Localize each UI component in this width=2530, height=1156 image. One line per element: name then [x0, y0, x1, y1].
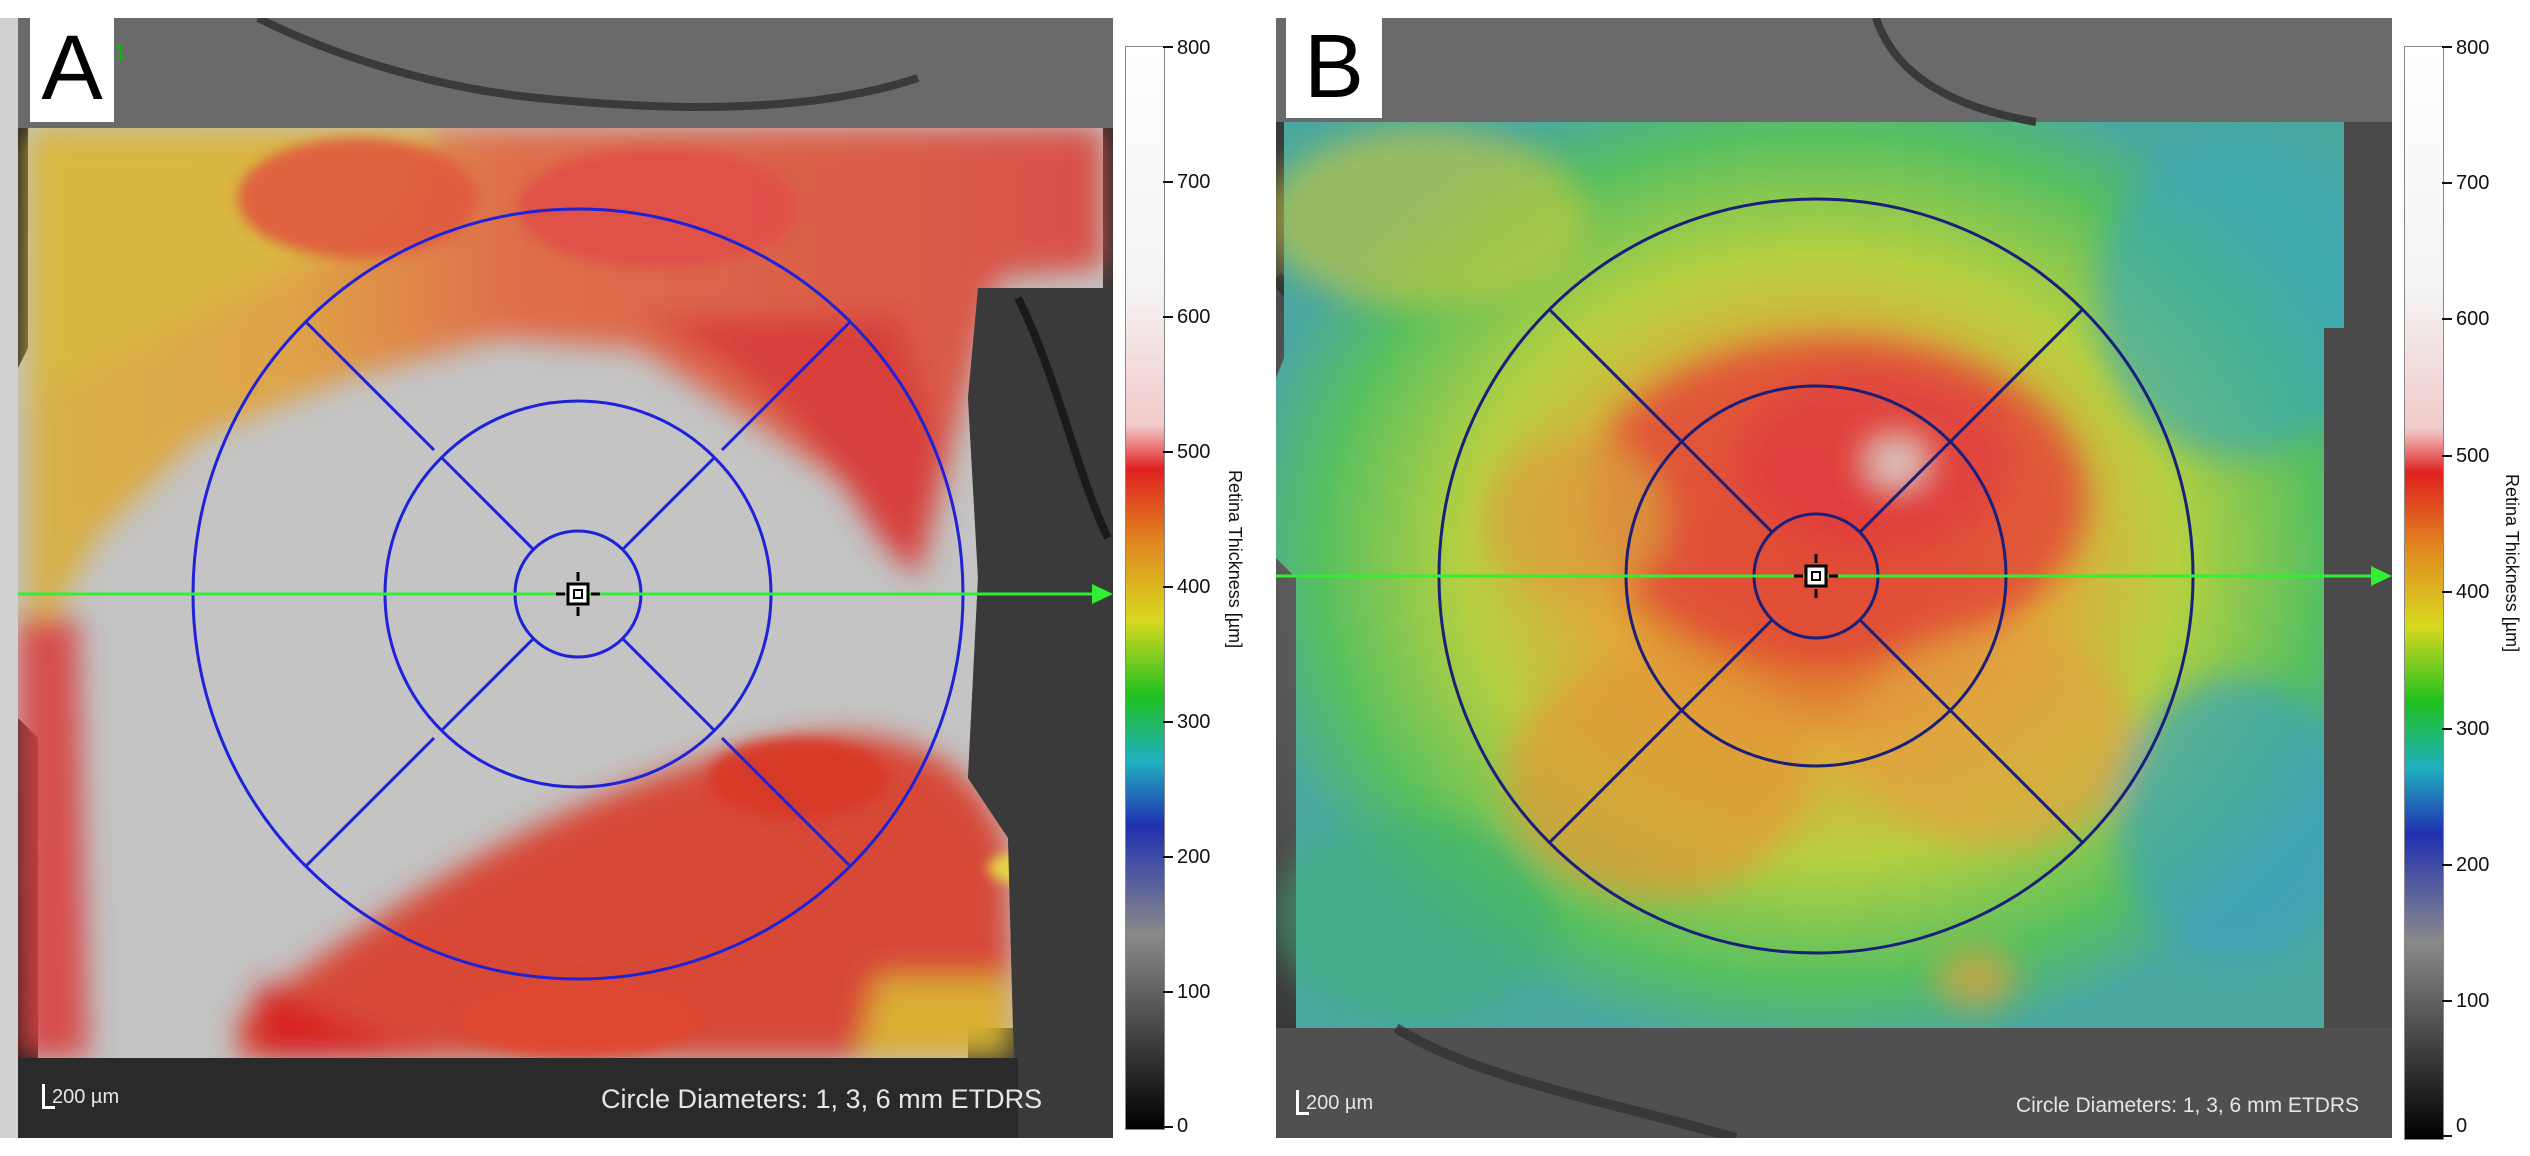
colorbar-title: Retina Thickness [µm] — [1225, 470, 1245, 649]
thickness-colorbar-a: 800 700 600 500 400 300 200 100 0 Retina… — [1113, 18, 1252, 1138]
colorbar-tick-100: 100 — [2456, 990, 2490, 1012]
colorbar-gradient — [1125, 46, 1165, 1130]
thickness-colorbar-b: 800 700 600 500 400 300 200 100 0 Retina… — [2392, 18, 2530, 1140]
colorbar-tick-700: 700 — [1177, 171, 1211, 193]
colorbar-tick-400: 400 — [2456, 581, 2490, 603]
colorbar-gradient — [2404, 46, 2444, 1140]
circle-diameters-caption: Circle Diameters: 1, 3, 6 mm ETDRS — [2016, 1094, 2360, 1117]
colorbar-tick-0: 0 — [2456, 1115, 2468, 1137]
colorbar-tick-500: 500 — [2456, 445, 2490, 467]
scale-corner-icon — [1296, 1090, 1309, 1115]
colorbar-tick-700: 700 — [2456, 172, 2490, 194]
colorbar-tick-300: 300 — [2456, 718, 2490, 740]
thickness-map-b — [1276, 18, 2392, 1138]
scale-corner-icon — [42, 1084, 55, 1109]
colorbar-tick-200: 200 — [2456, 854, 2490, 876]
panel-letter-b: B — [1286, 18, 1382, 118]
marker-label: 1 — [114, 40, 127, 65]
scale-bar-label: 200 µm — [1306, 1092, 1374, 1114]
panel-a: 1 200 µm Circle Diameters: 1, 3, 6 mm ET… — [0, 18, 1252, 1138]
colorbar-tick-800: 800 — [1177, 37, 1211, 59]
colorbar-tick-500: 500 — [1177, 441, 1211, 463]
fundus-image-a: 1 200 µm Circle Diameters: 1, 3, 6 mm ET… — [18, 18, 1113, 1138]
fovea-center-marker-icon — [1794, 554, 1838, 598]
thickness-map-a — [18, 18, 1113, 1138]
colorbar-tick-0: 0 — [1177, 1115, 1189, 1137]
panel-letter-a: A — [30, 18, 114, 122]
fundus-image-b: 200 µm Circle Diameters: 1, 3, 6 mm ETDR… — [1276, 18, 2392, 1138]
colorbar-tick-600: 600 — [2456, 308, 2490, 330]
colorbar-tick-200: 200 — [1177, 846, 1211, 868]
circle-diameters-caption: Circle Diameters: 1, 3, 6 mm ETDRS — [601, 1084, 1043, 1114]
colorbar-tick-600: 600 — [1177, 306, 1211, 328]
colorbar-tick-400: 400 — [1177, 576, 1211, 598]
scale-bar-label: 200 µm — [52, 1086, 120, 1108]
panel-b: 200 µm Circle Diameters: 1, 3, 6 mm ETDR… — [1276, 18, 2530, 1140]
colorbar-tick-800: 800 — [2456, 37, 2490, 59]
colorbar-tick-300: 300 — [1177, 711, 1211, 733]
colorbar-tick-100: 100 — [1177, 981, 1211, 1003]
fovea-center-marker-icon — [556, 572, 600, 616]
colorbar-title: Retina Thickness [µm] — [2502, 474, 2522, 653]
